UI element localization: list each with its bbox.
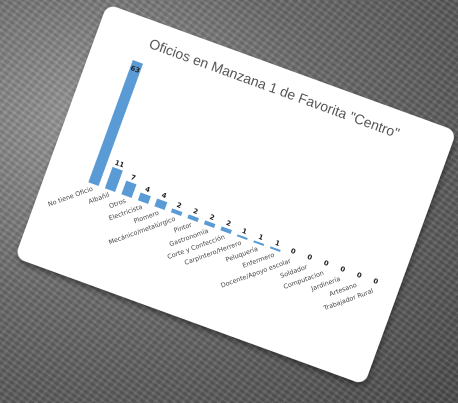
value-label-14: 0 (323, 259, 330, 268)
bar-17 (368, 284, 380, 289)
value-label-17: 0 (372, 277, 379, 286)
bar-9 (236, 234, 248, 240)
bar-0 (88, 60, 144, 186)
bar-11 (269, 246, 281, 252)
bar-12 (286, 254, 297, 259)
value-label-11: 1 (274, 239, 281, 248)
value-label-0: 63 (129, 64, 141, 75)
bar-15 (335, 272, 347, 277)
value-label-5: 2 (175, 201, 182, 210)
bar-13 (302, 260, 314, 265)
bar-10 (253, 240, 265, 246)
value-label-15: 0 (339, 265, 346, 274)
value-label-8: 2 (225, 219, 232, 228)
bar-6 (187, 214, 199, 222)
value-label-10: 1 (257, 233, 264, 242)
value-label-16: 0 (356, 271, 363, 280)
bar-3 (137, 192, 151, 204)
value-label-4: 4 (160, 191, 167, 200)
bars-layer (88, 60, 380, 289)
bar-14 (319, 266, 330, 271)
bar-2 (121, 180, 137, 198)
bar-8 (220, 226, 232, 234)
value-label-1: 11 (114, 159, 126, 170)
value-label-9: 1 (241, 227, 248, 236)
bar-1 (104, 166, 123, 192)
bar-4 (154, 198, 168, 210)
bar-7 (203, 220, 216, 228)
bar-16 (352, 278, 363, 283)
bar-5 (170, 208, 183, 216)
value-label-6: 2 (192, 207, 199, 216)
value-label-13: 0 (306, 253, 313, 262)
value-label-2: 7 (130, 173, 137, 182)
value-label-7: 2 (208, 213, 215, 222)
value-label-12: 0 (290, 247, 297, 256)
value-label-3: 4 (144, 185, 151, 194)
